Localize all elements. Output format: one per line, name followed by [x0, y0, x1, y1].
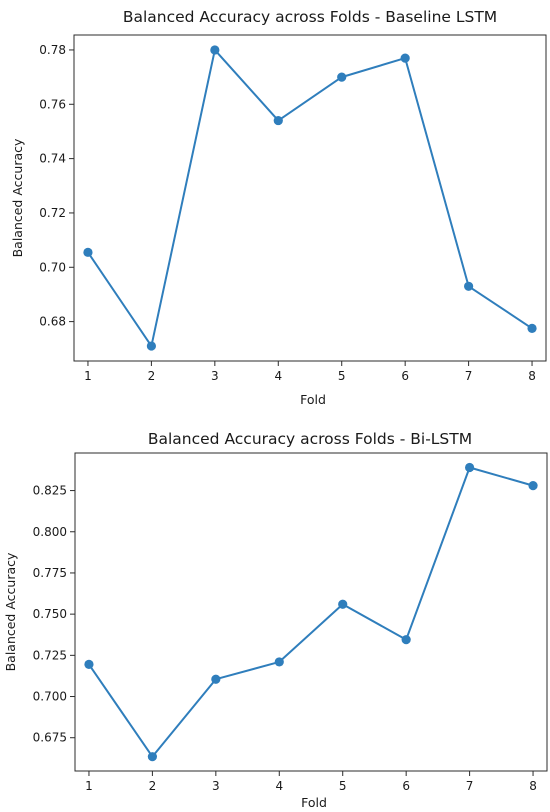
- x-tick-label: 8: [528, 369, 536, 383]
- x-tick-label: 2: [148, 369, 156, 383]
- data-point: [338, 599, 348, 609]
- data-point: [274, 657, 284, 667]
- series-line: [87, 48, 533, 348]
- y-ticks: 0.68 0.70 0.72 0.74 0.76 0.78: [39, 43, 74, 329]
- data-point: [401, 635, 411, 645]
- plot-area-frame: [74, 452, 548, 772]
- x-ticks: 1 2 3 4 5 6 7 8: [84, 361, 536, 383]
- y-tick-label: 0.700: [33, 690, 67, 704]
- data-point: [337, 72, 347, 82]
- y-tick-label: 0.78: [39, 43, 66, 57]
- y-ticks: 0.675 0.700 0.725 0.750 0.775 0.800 0.825: [33, 484, 75, 745]
- data-point: [465, 462, 475, 473]
- data-point: [84, 659, 94, 669]
- x-axis-label: Fold: [300, 392, 326, 407]
- y-tick-label: 0.72: [39, 206, 66, 220]
- x-tick-label: 5: [338, 369, 346, 383]
- data-point: [83, 247, 93, 257]
- y-tick-label: 0.70: [39, 260, 66, 274]
- data-point: [211, 674, 221, 684]
- y-tick-label: 0.725: [33, 648, 67, 662]
- y-tick-label: 0.68: [39, 315, 66, 329]
- x-tick-label: 2: [149, 779, 157, 793]
- y-tick-label: 0.825: [33, 484, 67, 498]
- x-tick-label: 4: [274, 369, 282, 383]
- series-markers: [84, 462, 538, 762]
- series-markers: [83, 45, 537, 351]
- data-point: [527, 323, 537, 333]
- y-tick-label: 0.675: [33, 731, 67, 745]
- y-axis-label: Balanced Accuracy: [10, 138, 25, 257]
- plot-area-frame: [73, 34, 547, 362]
- data-point: [528, 481, 538, 491]
- data-point: [147, 752, 157, 762]
- x-tick-label: 7: [466, 779, 474, 793]
- y-tick-label: 0.800: [33, 525, 67, 539]
- x-tick-label: 6: [402, 779, 410, 793]
- x-tick-label: 4: [275, 779, 283, 793]
- x-tick-label: 3: [211, 369, 219, 383]
- x-tick-label: 3: [212, 779, 220, 793]
- x-axis-label: Fold: [301, 795, 327, 810]
- chart-title: Balanced Accuracy across Folds - Baselin…: [123, 8, 497, 26]
- data-point: [210, 45, 220, 55]
- y-tick-label: 0.76: [39, 97, 66, 111]
- series-line: [88, 466, 534, 758]
- x-tick-label: 6: [401, 369, 409, 383]
- data-point: [273, 115, 283, 126]
- x-tick-label: 1: [85, 779, 93, 793]
- data-point: [400, 53, 410, 63]
- chart-bi-lstm: Balanced Accuracy across Folds - Bi-LSTM…: [3, 430, 548, 810]
- data-point: [146, 341, 156, 351]
- chart-baseline-lstm: Balanced Accuracy across Folds - Baselin…: [10, 8, 547, 407]
- data-point: [464, 281, 474, 291]
- x-tick-label: 8: [529, 779, 537, 793]
- y-tick-label: 0.750: [33, 607, 67, 621]
- x-tick-label: 5: [339, 779, 347, 793]
- x-tick-label: 1: [84, 369, 92, 383]
- y-axis-label: Balanced Accuracy: [3, 552, 18, 671]
- x-tick-label: 7: [465, 369, 473, 383]
- chart-title: Balanced Accuracy across Folds - Bi-LSTM: [148, 430, 472, 448]
- x-ticks: 1 2 3 4 5 6 7 8: [85, 771, 537, 793]
- y-tick-label: 0.775: [33, 566, 67, 580]
- y-tick-label: 0.74: [39, 152, 66, 166]
